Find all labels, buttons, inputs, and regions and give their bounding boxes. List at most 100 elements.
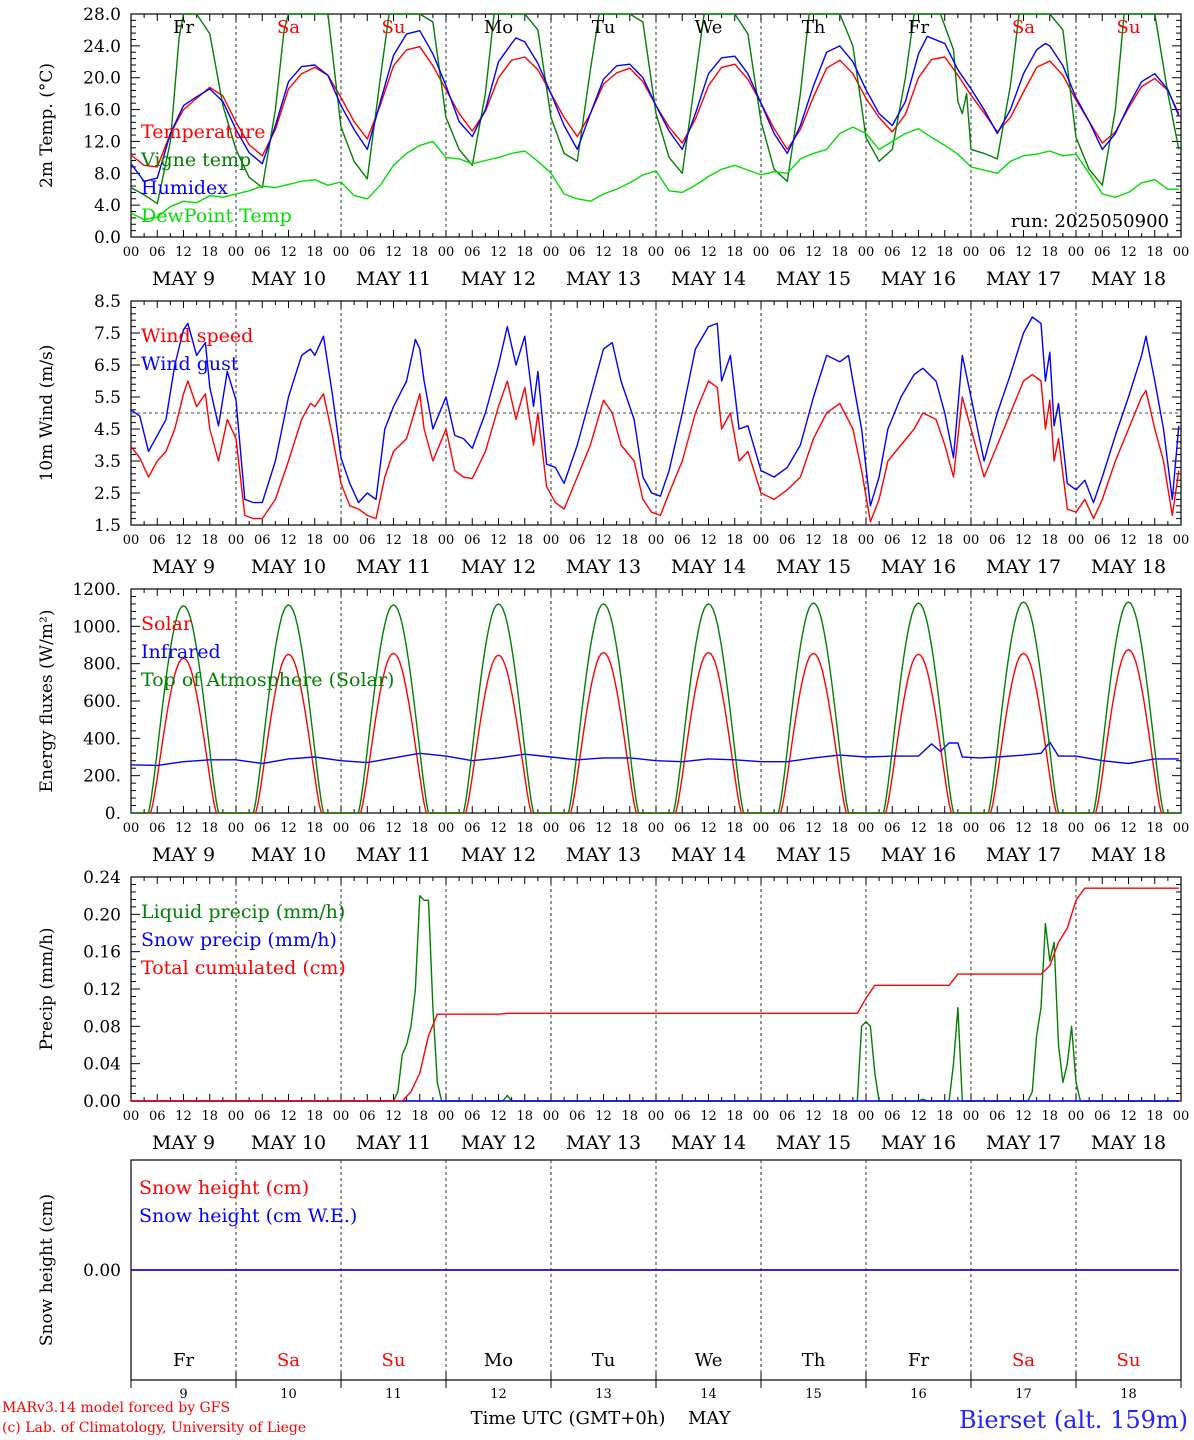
day-label: MAY 10: [251, 268, 326, 290]
x-tick-label: 06: [989, 1109, 1006, 1124]
x-tick-label: 12: [805, 245, 822, 260]
x-tick-label: 12: [1015, 821, 1032, 836]
x-tick-label: 00: [543, 533, 560, 548]
x-tick-label: 06: [989, 533, 1006, 548]
series-dewpoint-temp: [130, 126, 1179, 221]
x-tick-label: 12: [805, 1109, 822, 1124]
y-tick-label: 6.5: [94, 356, 121, 376]
x-tick-label: 18: [936, 533, 953, 548]
y-tick-label: 1200.: [72, 580, 121, 600]
y-tick-label: 600.: [83, 692, 121, 712]
x-tick-label: 12: [700, 533, 717, 548]
y-tick-label: 400.: [83, 729, 121, 749]
legend-entry: Solar: [141, 613, 193, 635]
legend-entry: Temperature: [141, 121, 265, 143]
y-tick-label: 5.5: [94, 388, 121, 408]
x-tick-label: 00: [543, 821, 560, 836]
y-tick-label: 0.04: [83, 1055, 121, 1075]
x-tick-label: 00: [648, 821, 665, 836]
day-label: MAY 17: [986, 844, 1061, 866]
bottom-dom-label: 11: [385, 1387, 402, 1402]
x-tick-label: 00: [858, 245, 875, 260]
bottom-dom-label: 16: [910, 1387, 927, 1402]
day-label: MAY 18: [1091, 1132, 1166, 1154]
x-tick-label: 00: [753, 821, 770, 836]
day-label: MAY 13: [566, 1132, 641, 1154]
x-tick-label: 06: [884, 821, 901, 836]
x-tick-label: 12: [700, 1109, 717, 1124]
x-tick-label: 00: [1173, 821, 1190, 836]
x-tick-label: 00: [543, 1109, 560, 1124]
series-wind-gust: [130, 316, 1180, 507]
x-tick-label: 12: [805, 533, 822, 548]
y-tick-label: 800.: [83, 655, 121, 675]
x-tick-label: 06: [779, 245, 796, 260]
x-tick-label: 06: [359, 533, 376, 548]
legend-entry: Vigne temp: [140, 149, 251, 171]
y-tick-label: 4.5: [94, 420, 121, 440]
day-label: MAY 9: [152, 1132, 215, 1154]
x-tick-label: 12: [280, 533, 297, 548]
x-tick-label: 00: [648, 533, 665, 548]
x-tick-label: 06: [779, 821, 796, 836]
x-tick-label: 18: [1146, 533, 1163, 548]
credit-line-2: (c) Lab. of Climatology, University of L…: [2, 1420, 307, 1436]
y-tick-label: 0.: [105, 804, 121, 824]
y-tick-label: 2.5: [94, 484, 121, 504]
x-tick-label: 12: [1120, 821, 1137, 836]
day-label: MAY 18: [1091, 844, 1166, 866]
y-tick-label: 1000.: [72, 617, 121, 637]
x-tick-label: 00: [438, 245, 455, 260]
day-label: MAY 9: [152, 268, 215, 290]
day-label: MAY 16: [881, 268, 956, 290]
bottom-dom-label: 10: [280, 1387, 297, 1402]
x-tick-label: 18: [1041, 1109, 1058, 1124]
y-tick-label: 0.00: [83, 1261, 121, 1281]
x-tick-label: 12: [700, 821, 717, 836]
bottom-dow-label: Su: [1117, 1350, 1141, 1371]
bottom-dow-label: Fr: [173, 1350, 194, 1371]
panel-temperature: 0.0 4.0 8.0 12.0 16.0 20.0 24.0 28.0 2m Temp. (°…: [37, 5, 1189, 290]
x-tick-label: 18: [201, 1109, 218, 1124]
x-tick-label: 06: [569, 245, 586, 260]
x-tick-label: 00: [333, 821, 350, 836]
day-label: MAY 9: [152, 556, 215, 578]
x-tick-label: 00: [858, 533, 875, 548]
bottom-dom-label: 15: [805, 1387, 822, 1402]
x-tick-label: 06: [149, 821, 166, 836]
x-tick-label: 12: [910, 245, 927, 260]
day-label: MAY 10: [251, 556, 326, 578]
x-tick-label: 18: [201, 245, 218, 260]
x-tick-label: 18: [516, 245, 533, 260]
x-tick-label: 00: [753, 1109, 770, 1124]
day-label: MAY 17: [986, 1132, 1061, 1154]
x-tick-label: 18: [1041, 821, 1058, 836]
day-label: MAY 18: [1091, 556, 1166, 578]
day-label: MAY 9: [152, 844, 215, 866]
bottom-dom-label: 9: [179, 1387, 187, 1402]
y-tick-label: 28.0: [83, 5, 121, 25]
day-label: MAY 17: [986, 268, 1061, 290]
x-tick-label: 18: [831, 245, 848, 260]
x-tick-label: 18: [201, 821, 218, 836]
x-tick-label: 06: [884, 245, 901, 260]
x-tick-label: 18: [411, 533, 428, 548]
day-label: MAY 16: [881, 844, 956, 866]
y-tick-label: 12.0: [83, 132, 121, 152]
x-tick-label: 18: [726, 533, 743, 548]
y-axis-label: Snow height (cm): [37, 1194, 57, 1346]
day-label: MAY 15: [776, 1132, 851, 1154]
x-tick-label: 18: [831, 1109, 848, 1124]
bottom-dom-label: 14: [700, 1387, 717, 1402]
day-label: MAY 15: [776, 268, 851, 290]
day-label: MAY 11: [356, 556, 431, 578]
x-tick-label: 18: [726, 821, 743, 836]
legend-entry: Snow precip (mm/h): [141, 929, 337, 951]
x-tick-label: 18: [516, 821, 533, 836]
x-tick-label: 06: [254, 533, 271, 548]
series-total-cumulated-cm-: [131, 887, 1179, 1102]
x-tick-label: 00: [123, 245, 140, 260]
x-tick-label: 00: [1173, 245, 1190, 260]
top-dow-label: Mo: [484, 17, 513, 38]
